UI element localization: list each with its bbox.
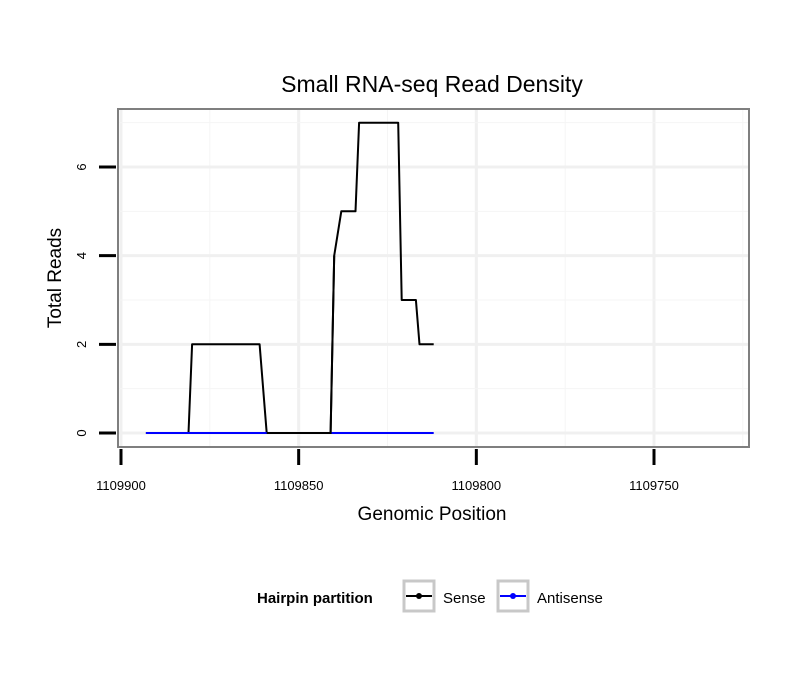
y-tick-label-3: 6 bbox=[74, 163, 89, 170]
legend-label-sense: Sense bbox=[443, 590, 486, 607]
x-tick-label-1: 1109850 bbox=[274, 478, 324, 493]
chart-title: Small RNA-seq Read Density bbox=[281, 71, 583, 97]
legend-item-sense: Sense bbox=[402, 579, 486, 613]
y-tick-label-2: 4 bbox=[74, 252, 89, 259]
x-tick-label-0: 1109900 bbox=[96, 478, 146, 493]
x-axis-title: Genomic Position bbox=[358, 504, 507, 525]
x-tick-label-3: 1109750 bbox=[629, 478, 679, 493]
plot-background bbox=[118, 109, 749, 447]
legend-title: Hairpin partition bbox=[257, 590, 373, 607]
legend: Hairpin partition Sense Antisense bbox=[257, 579, 603, 613]
series-line-sense bbox=[145, 121, 434, 434]
legend-label-antisense: Antisense bbox=[537, 590, 603, 607]
series-line-sense-baseline bbox=[266, 255, 336, 434]
x-tick-label-2: 1109800 bbox=[452, 478, 502, 493]
y-tick-label-1: 2 bbox=[74, 341, 89, 348]
x-axis: 1109900 1109850 1109800 1109750 bbox=[96, 449, 679, 493]
series-layer bbox=[145, 121, 434, 434]
legend-point-antisense bbox=[510, 593, 516, 599]
y-axis: 0 2 4 6 bbox=[74, 163, 116, 437]
legend-point-sense bbox=[416, 593, 422, 599]
y-tick-label-0: 0 bbox=[74, 429, 89, 436]
legend-item-antisense: Antisense bbox=[496, 579, 603, 613]
plot-border bbox=[117, 108, 750, 448]
y-axis-title: Total Reads bbox=[45, 228, 66, 328]
